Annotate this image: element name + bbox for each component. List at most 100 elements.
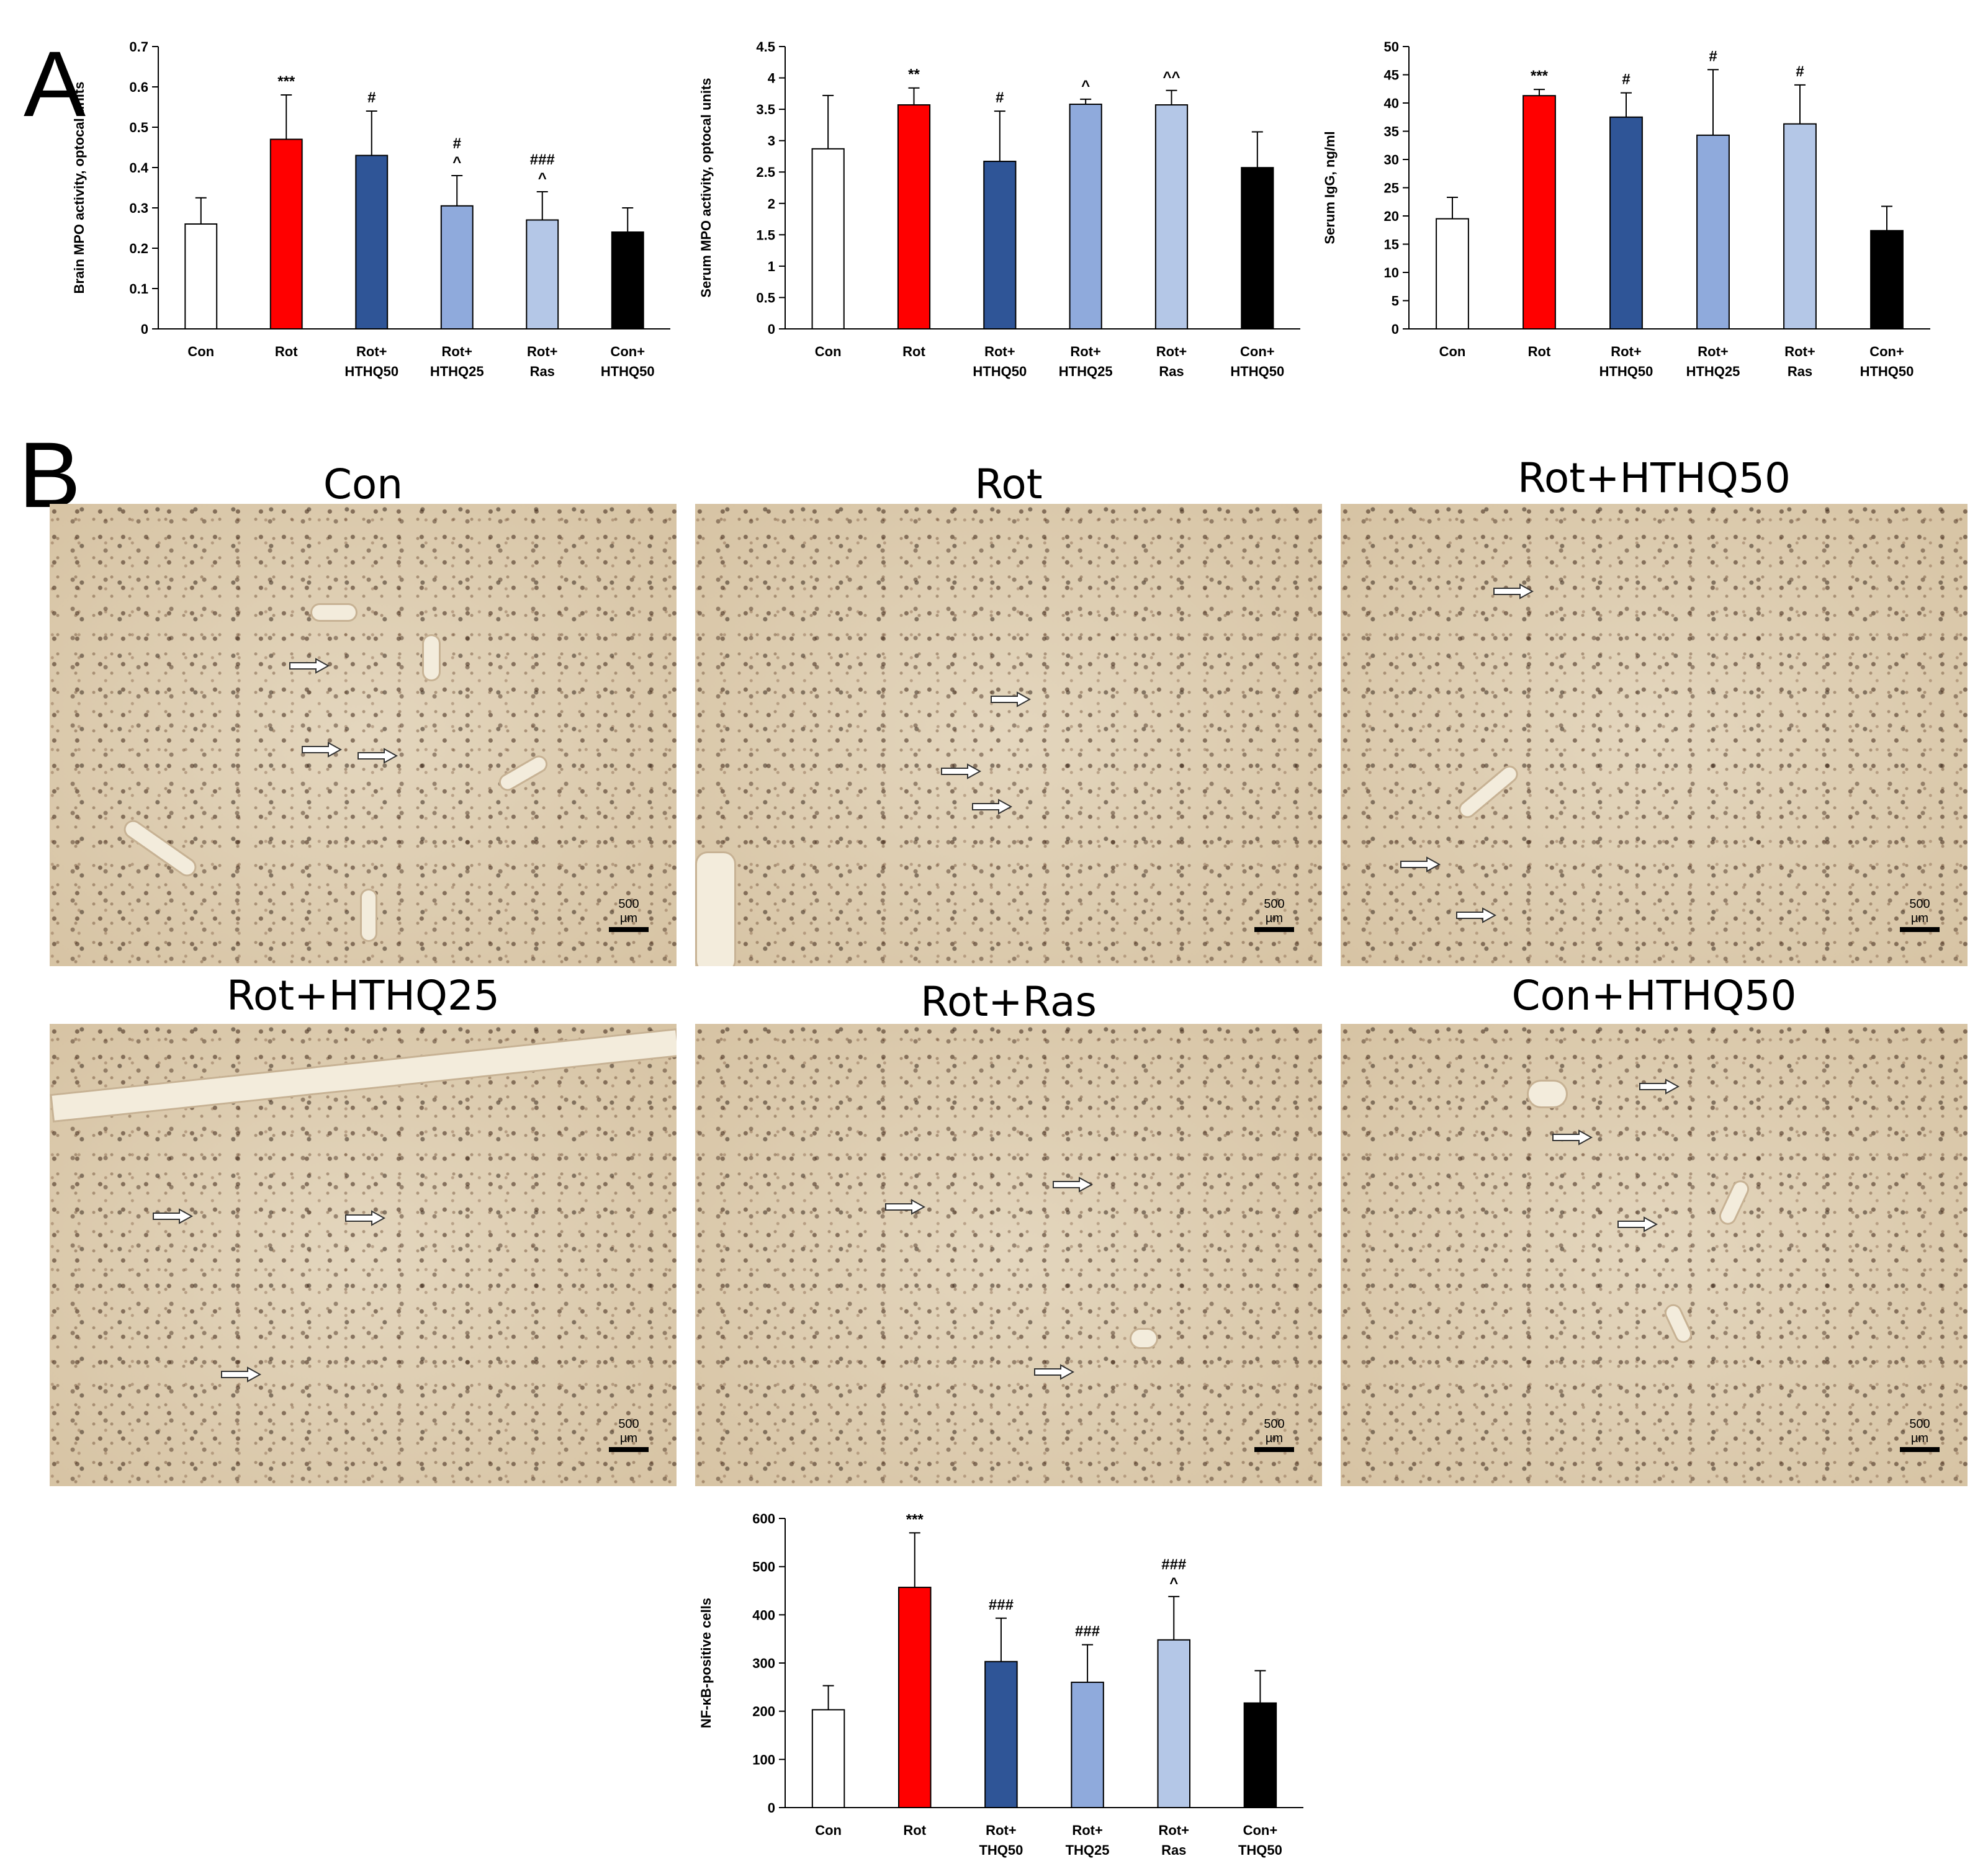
x-tick-label: Con+	[1240, 344, 1275, 359]
significance-label: ^	[538, 170, 547, 187]
y-tick-label: 2	[768, 196, 775, 212]
x-tick-label: Rot	[275, 344, 298, 359]
x-tick-label: HTHQ25	[1686, 364, 1740, 379]
x-tick-label: Rot+	[356, 344, 387, 359]
y-tick-label: 3.5	[756, 102, 775, 117]
y-tick-label: 0.2	[129, 241, 148, 256]
significance-label: ###	[1161, 1556, 1186, 1573]
arrow-icon	[345, 1210, 385, 1226]
bar	[611, 231, 644, 330]
scale-bar-label: 500 µm	[1264, 897, 1285, 925]
significance-label: ***	[1531, 68, 1549, 84]
x-tick-label: HTHQ25	[430, 364, 484, 379]
arrow-icon	[221, 1366, 261, 1383]
bar	[811, 1709, 845, 1808]
micrograph-title-rot: Rot	[974, 460, 1043, 508]
bar	[1609, 116, 1643, 330]
y-axis-label: Brain MPO activity, optocal units	[71, 82, 87, 294]
scale-bar-label: 500 µm	[1909, 1417, 1930, 1445]
bar	[898, 1587, 932, 1808]
x-tick-label: HTHQ50	[601, 364, 655, 379]
x-tick-label: Rot+	[1698, 344, 1729, 359]
x-tick-label: HTHQ50	[344, 364, 398, 379]
micrograph-title-rot-hthq25: Rot+HTHQ25	[227, 972, 500, 1020]
bar	[811, 148, 845, 330]
x-tick-label: Rot	[1528, 344, 1551, 359]
scale-bar: 500 µm	[609, 897, 649, 932]
x-tick-label: Con	[815, 344, 842, 359]
y-tick-label: 0.3	[129, 200, 148, 216]
bar	[1522, 95, 1556, 330]
x-tick-label: HTHQ50	[1860, 364, 1914, 379]
arrow-icon	[885, 1199, 925, 1215]
arrow-icon	[1639, 1078, 1680, 1095]
y-tick-label: 4.5	[756, 39, 775, 55]
x-tick-label: Con+	[610, 344, 645, 359]
arrow-icon	[289, 658, 330, 674]
arrow-icon	[972, 799, 1012, 815]
bar	[1870, 230, 1904, 330]
significance-label: #	[1796, 63, 1804, 80]
scale-bar: 500 µm	[1254, 1417, 1294, 1452]
x-tick-label: HTHQ25	[1059, 364, 1113, 379]
x-tick-label: Rot+	[1611, 344, 1642, 359]
x-tick-label: Rot+	[1784, 344, 1815, 359]
x-tick-label: Ras	[1161, 1842, 1186, 1858]
significance-label: ###	[1075, 1623, 1100, 1639]
x-tick-label: Rot+	[1072, 1822, 1103, 1838]
x-tick-label: Rot+	[986, 1822, 1017, 1838]
x-tick-label: Rot+	[1156, 344, 1187, 359]
significance-label: #	[1709, 48, 1717, 65]
y-tick-label: 10	[1384, 265, 1399, 280]
y-tick-label: 0	[768, 1800, 775, 1816]
x-tick-label: Rot+	[527, 344, 558, 359]
significance-label: #	[1622, 71, 1630, 88]
y-tick-label: 30	[1384, 152, 1399, 168]
arrow-icon	[1617, 1216, 1658, 1232]
y-tick-label: 0.1	[129, 281, 148, 297]
significance-label: ***	[277, 73, 295, 90]
micrograph-rot: 500 µm	[695, 504, 1322, 966]
bar	[1436, 218, 1469, 330]
x-tick-label: THQ50	[1238, 1842, 1282, 1858]
y-tick-label: 15	[1384, 237, 1399, 253]
y-axis-label: NF-κB-positive cells	[698, 1598, 714, 1728]
y-tick-label: 600	[752, 1511, 775, 1527]
bar	[1069, 104, 1102, 330]
scale-bar-label: 500 µm	[1264, 1417, 1285, 1445]
y-tick-label: 3	[768, 133, 775, 149]
micrograph-rot-ras: 500 µm	[695, 1024, 1322, 1486]
bar	[269, 138, 303, 330]
panel-label-a: A	[24, 32, 86, 136]
bar	[440, 205, 474, 330]
significance-label: #	[453, 135, 461, 152]
arrow-icon	[302, 742, 342, 758]
bar	[1157, 1639, 1190, 1808]
significance-label: #	[996, 89, 1004, 106]
y-tick-label: 35	[1384, 124, 1399, 140]
y-tick-label: 25	[1384, 181, 1399, 196]
significance-label: ###	[530, 151, 555, 168]
bar	[1154, 104, 1189, 330]
micrograph-title-rot-ras: Rot+Ras	[920, 978, 1097, 1026]
bar	[1241, 167, 1274, 330]
significance-label: ^	[1081, 78, 1090, 94]
arrow-icon	[153, 1208, 193, 1224]
y-tick-label: 40	[1384, 96, 1399, 111]
y-tick-label: 0.5	[129, 120, 148, 135]
x-tick-label: Rot+	[984, 344, 1015, 359]
x-tick-label: Ras	[1159, 364, 1184, 379]
x-tick-label: Con	[815, 1822, 842, 1838]
bar	[1243, 1702, 1277, 1809]
significance-label: ^^	[1163, 69, 1180, 86]
y-tick-label: 45	[1384, 68, 1399, 83]
micrograph-rot-hthq25: 500 µm	[50, 1024, 677, 1486]
micrograph-title-con-hthq50: Con+HTHQ50	[1511, 972, 1797, 1020]
y-tick-label: 4	[768, 71, 776, 86]
arrow-icon	[1034, 1364, 1074, 1380]
